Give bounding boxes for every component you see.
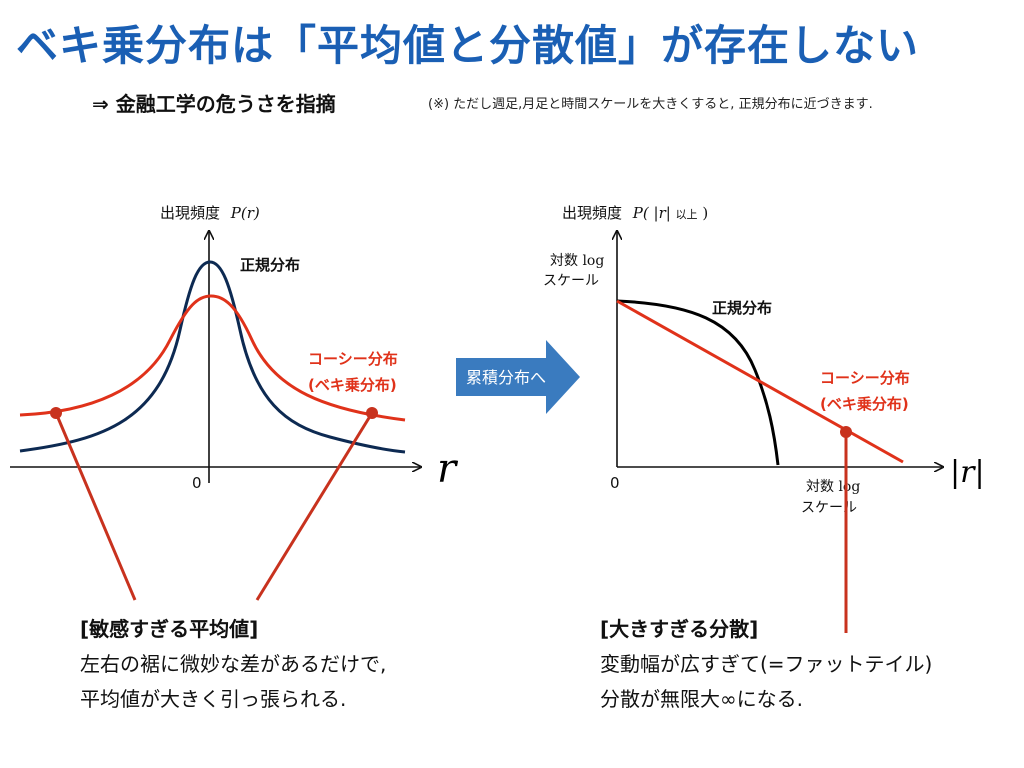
- right-cauchy-label-sub: (ベキ乗分布): [820, 395, 909, 413]
- right-x-axis-label: |r|: [950, 455, 985, 490]
- left-pointer-line-right: [255, 412, 374, 601]
- left-y-axis-label: 出現頻度 P(r): [160, 204, 260, 222]
- left-cauchy-label-sub: (ベキ乗分布): [308, 376, 397, 394]
- right-x-scale-label-sub: スケール: [801, 500, 857, 516]
- cumulative-arrow-shape: [456, 340, 580, 414]
- caption-left-line-2: 平均値が大きく引っ張られる.: [80, 687, 347, 711]
- right-cauchy-label: コーシー分布: [820, 369, 910, 387]
- caption-right-heading: [大きすぎる分散]: [600, 617, 759, 641]
- right-normal-curve: [616, 299, 780, 466]
- page-title: ベキ乗分布は「平均値と分散値」が存在しない: [16, 21, 920, 70]
- cumulative-arrow-label: 累積分布へ: [466, 368, 546, 387]
- left-chart: 0 出現頻度 P(r) r 正規分布 コーシー分布 (ベキ乗分布): [10, 204, 459, 601]
- footnote: (※) ただし週足,月足と時間スケールを大きくすると, 正規分布に近づきます.: [428, 97, 873, 112]
- caption-right-line-1: 変動幅が広すぎて(=ファットテイル): [600, 652, 933, 676]
- caption-right-line-2: 分散が無限大∞になる.: [600, 687, 804, 711]
- left-normal-curve: [19, 260, 406, 454]
- caption-left: [敏感すぎる平均値] 左右の裾に微妙な差があるだけで, 平均値が大きく引っ張られ…: [80, 612, 386, 717]
- caption-left-heading: [敏感すぎる平均値]: [80, 617, 259, 641]
- cumulative-arrow: 累積分布へ: [456, 340, 580, 414]
- left-cauchy-curve: [19, 294, 406, 422]
- right-x-scale-label: 対数 log: [806, 479, 860, 495]
- right-origin-label: 0: [610, 474, 620, 492]
- left-pointer-line-left: [54, 412, 137, 601]
- left-normal-label: 正規分布: [240, 256, 300, 274]
- right-cauchy-line: [616, 299, 904, 464]
- right-chart: 0 出現頻度 P( |r| 以上 ) 対数 log スケール 対数 log スケ…: [543, 204, 985, 633]
- right-normal-label: 正規分布: [712, 299, 772, 317]
- right-y-axis-label: 出現頻度 P( |r| 以上 ): [562, 204, 708, 222]
- subtitle: ⇒ 金融工学の危うさを指摘: [92, 92, 336, 116]
- caption-left-line-1: 左右の裾に微妙な差があるだけで,: [80, 652, 387, 676]
- right-y-scale-label-sub: スケール: [543, 273, 599, 289]
- right-y-scale-label: 対数 log: [550, 253, 604, 269]
- caption-right: [大きすぎる分散] 変動幅が広すぎて(=ファットテイル) 分散が無限大∞になる.: [600, 612, 932, 717]
- left-origin-label: 0: [192, 474, 202, 492]
- left-cauchy-label: コーシー分布: [308, 350, 398, 368]
- left-x-axis-label: r: [437, 446, 459, 492]
